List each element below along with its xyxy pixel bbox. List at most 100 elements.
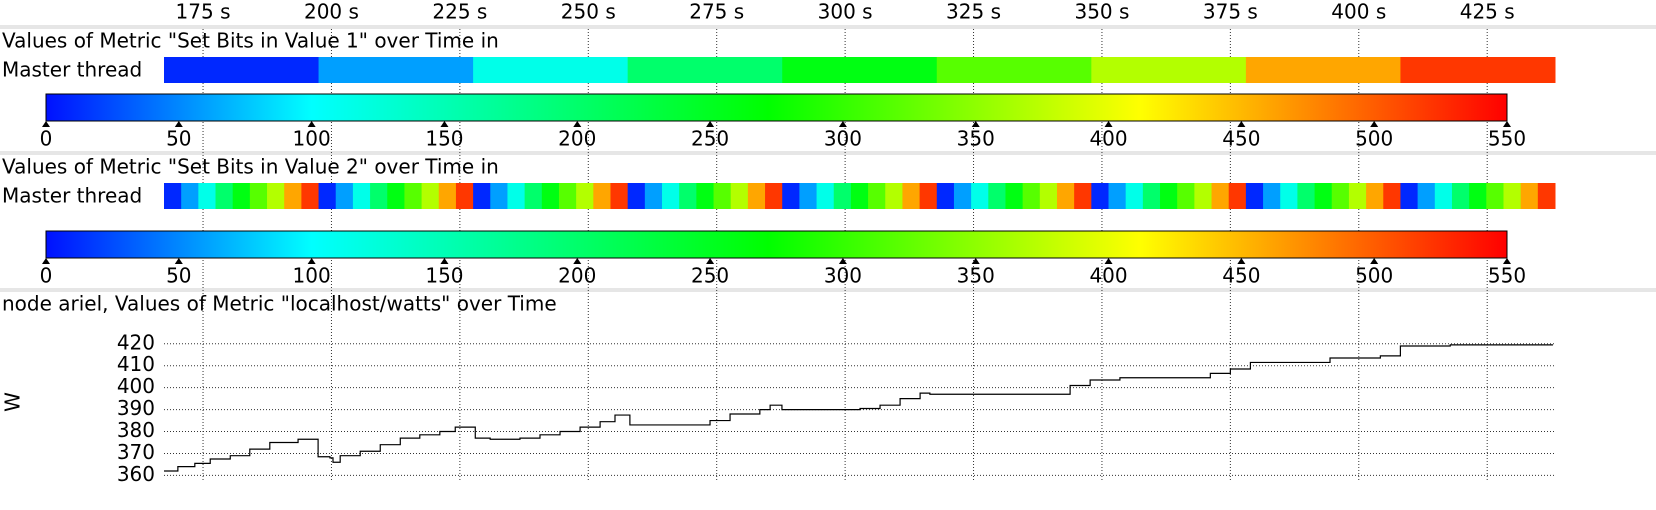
segment <box>662 183 680 209</box>
segment <box>1177 183 1195 209</box>
segment <box>1022 183 1041 209</box>
segment <box>1434 183 1453 209</box>
scale-tick-label: 450 <box>1222 264 1260 288</box>
segment <box>799 183 818 209</box>
segment <box>215 183 234 209</box>
separator <box>0 25 1656 29</box>
scale-tick-label: 100 <box>293 264 331 288</box>
segment <box>1125 183 1144 209</box>
segment <box>1537 183 1556 209</box>
y-tick-label: 390 <box>117 396 155 420</box>
y-tick-label: 360 <box>117 462 155 486</box>
tick-mark <box>1503 258 1511 264</box>
separator <box>0 288 1656 292</box>
segment <box>936 57 1092 83</box>
x-tick-label: 300 s <box>818 0 873 24</box>
segment <box>696 183 715 209</box>
segment <box>1348 183 1367 209</box>
tick-mark <box>706 258 715 264</box>
x-tick-label: 425 s <box>1460 0 1515 24</box>
segment <box>164 57 320 83</box>
y-tick-label: 370 <box>117 440 155 464</box>
scale-tick-label: 500 <box>1355 264 1393 288</box>
tick-mark <box>307 121 316 127</box>
x-tick-label: 350 s <box>1074 0 1129 24</box>
segment <box>1039 183 1058 209</box>
segment <box>679 183 697 209</box>
segment <box>902 183 921 209</box>
y-axis-label: W <box>1 392 25 412</box>
segment <box>833 183 852 209</box>
x-tick-label: 325 s <box>946 0 1001 24</box>
segment <box>1245 183 1264 209</box>
scale-tick-label: 500 <box>1355 127 1393 151</box>
segment <box>1366 183 1384 209</box>
segment <box>1108 183 1127 209</box>
segment <box>370 183 388 209</box>
x-tick-label: 275 s <box>689 0 744 24</box>
segment <box>1091 183 1110 209</box>
scale-tick-label: 400 <box>1089 127 1127 151</box>
y-tick-label: 420 <box>117 330 155 354</box>
tick-mark <box>838 258 847 264</box>
segment <box>1280 183 1298 209</box>
segment <box>885 183 903 209</box>
tick-mark <box>573 121 582 127</box>
scale-tick-label: 200 <box>558 127 596 151</box>
scale-tick-label: 450 <box>1222 127 1260 151</box>
segment <box>782 57 938 83</box>
segment <box>782 183 800 209</box>
segment <box>1228 183 1247 209</box>
segment <box>181 183 199 209</box>
segment <box>1331 183 1350 209</box>
segment <box>1091 57 1247 83</box>
segment <box>541 183 560 209</box>
segment <box>1520 183 1539 209</box>
segment <box>1245 57 1401 83</box>
x-tick-label: 375 s <box>1203 0 1258 24</box>
color-scale <box>45 230 1508 259</box>
tick-mark <box>573 258 582 264</box>
segment <box>352 183 371 209</box>
segment <box>765 183 783 209</box>
segment <box>1451 183 1470 209</box>
scale-tick-label: 100 <box>293 127 331 151</box>
chart-title: node ariel, Values of Metric "localhost/… <box>2 292 557 316</box>
row-label: Master thread <box>2 184 142 208</box>
tick-mark <box>1503 121 1511 127</box>
segment <box>953 183 972 209</box>
scale-tick-label: 250 <box>691 264 729 288</box>
tick-mark <box>42 121 50 127</box>
segment <box>387 183 405 209</box>
segment <box>850 183 869 209</box>
segment <box>473 57 629 83</box>
color-scale <box>45 93 1508 122</box>
segment <box>936 183 955 209</box>
segment <box>576 183 594 209</box>
segment <box>232 183 251 209</box>
segment <box>1142 183 1161 209</box>
tick-mark <box>440 258 449 264</box>
segment <box>421 183 440 209</box>
tick-mark <box>706 121 715 127</box>
segment <box>404 183 423 209</box>
y-tick-label: 410 <box>117 352 155 376</box>
segment <box>249 183 268 209</box>
segment <box>1400 183 1419 209</box>
segment <box>1417 183 1436 209</box>
segment <box>971 183 989 209</box>
segment <box>318 57 474 83</box>
segment <box>1314 183 1333 209</box>
segment <box>490 183 508 209</box>
segment <box>1074 183 1092 209</box>
y-tick-label: 380 <box>117 418 155 442</box>
tick-mark <box>1237 258 1246 264</box>
x-tick-label: 200 s <box>304 0 359 24</box>
segment <box>1503 183 1522 209</box>
segment <box>455 183 474 209</box>
segment <box>558 183 577 209</box>
segment <box>1263 183 1281 209</box>
panel-title: Values of Metric "Set Bits in Value 2" o… <box>2 155 499 179</box>
segment <box>164 183 182 209</box>
